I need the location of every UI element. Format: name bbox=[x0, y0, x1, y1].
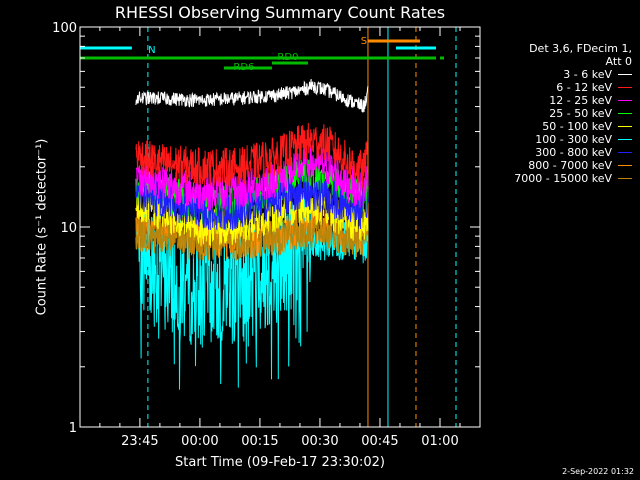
legend-entry: 25 - 50 keV bbox=[482, 107, 632, 120]
legend-swatch bbox=[618, 100, 632, 101]
legend-entry: 800 - 7000 keV bbox=[482, 159, 632, 172]
x-tick-label: 00:15 bbox=[241, 434, 278, 449]
legend-entry: 12 - 25 keV bbox=[482, 94, 632, 107]
legend-entry-label: 3 - 6 keV bbox=[563, 68, 612, 81]
series-line-6-12-kev bbox=[135, 122, 369, 188]
legend-entry-label: 6 - 12 keV bbox=[556, 81, 612, 94]
legend-entry: 3 - 6 keV bbox=[482, 68, 632, 81]
legend-entry: 6 - 12 keV bbox=[482, 81, 632, 94]
legend-entry-label: 7000 - 15000 keV bbox=[514, 172, 612, 185]
legend-entry-label: 100 - 300 keV bbox=[535, 133, 612, 146]
legend-swatch bbox=[618, 165, 632, 166]
legend-header-line-1: Det 3,6, FDecim 1, bbox=[529, 42, 632, 55]
legend-entry: 300 - 800 keV bbox=[482, 146, 632, 159]
flag-label-s: S bbox=[361, 36, 367, 47]
legend-swatch bbox=[618, 152, 632, 153]
legend-swatch bbox=[618, 139, 632, 140]
legend-swatch bbox=[618, 113, 632, 114]
legend-swatch bbox=[618, 126, 632, 127]
legend-swatch bbox=[618, 178, 632, 179]
x-tick-label: 00:45 bbox=[361, 434, 398, 449]
y-tick-label: 1 bbox=[69, 421, 77, 436]
legend-swatch bbox=[618, 74, 632, 75]
x-tick-label: 00:30 bbox=[301, 434, 338, 449]
flag-label-rd6: RD6 bbox=[233, 62, 254, 73]
x-tick-label: 00:00 bbox=[181, 434, 218, 449]
legend-swatch bbox=[618, 87, 632, 88]
legend-entry: 100 - 300 keV bbox=[482, 133, 632, 146]
timestamp: 2-Sep-2022 01:32 bbox=[562, 467, 634, 476]
series-line-3-6-kev bbox=[135, 78, 369, 113]
legend-entry-label: 300 - 800 keV bbox=[535, 146, 612, 159]
y-tick-label: 10 bbox=[60, 221, 77, 236]
flag-label-rd0: RD0 bbox=[277, 52, 298, 63]
legend-entry-label: 800 - 7000 keV bbox=[528, 159, 612, 172]
legend-entry: 7000 - 15000 keV bbox=[482, 172, 632, 185]
legend-entries: 3 - 6 keV 6 - 12 keV 12 - 25 keV 25 - 50 ke… bbox=[482, 68, 632, 185]
y-tick-label: 100 bbox=[52, 21, 77, 36]
legend-entry-label: 50 - 100 keV bbox=[542, 120, 612, 133]
x-tick-label: 01:00 bbox=[421, 434, 458, 449]
legend-entry: 50 - 100 keV bbox=[482, 120, 632, 133]
legend-entry-label: 25 - 50 keV bbox=[549, 107, 612, 120]
legend-entry-label: 12 - 25 keV bbox=[549, 94, 612, 107]
y-axis-label: Count Rate (s⁻¹ detector⁻¹) bbox=[34, 138, 50, 316]
x-tick-label: 23:45 bbox=[121, 434, 158, 449]
legend: Det 3,6, FDecim 1, Att 0 3 - 6 keV 6 - 12… bbox=[482, 42, 632, 185]
legend-header-line-2: Att 0 bbox=[605, 55, 632, 68]
x-axis-label: Start Time (09-Feb-17 23:30:02) bbox=[175, 455, 385, 470]
flag-label-n: N bbox=[148, 45, 155, 56]
chart-title: RHESSI Observing Summary Count Rates bbox=[114, 3, 446, 22]
